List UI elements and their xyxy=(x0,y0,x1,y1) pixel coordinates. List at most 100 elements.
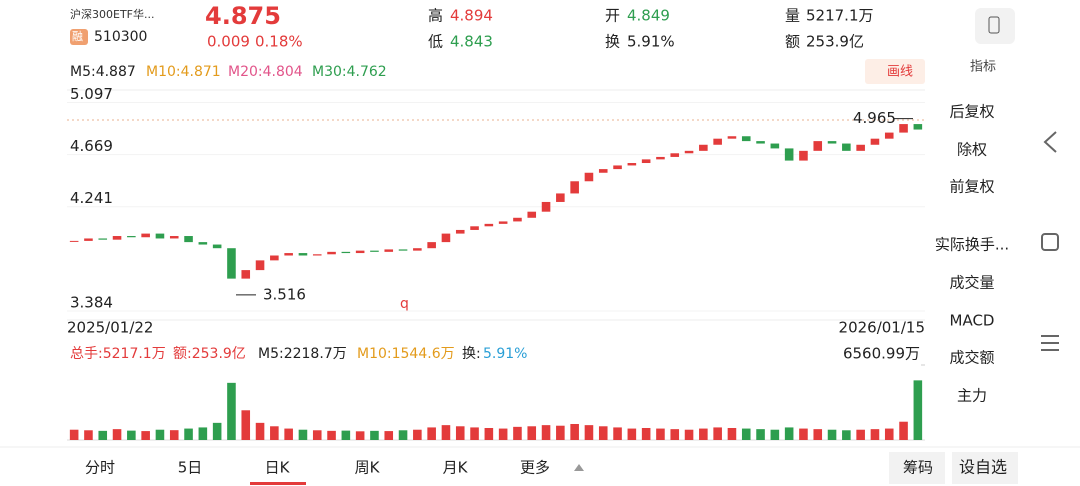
candle xyxy=(98,238,108,240)
candle xyxy=(627,163,637,166)
phone-icon xyxy=(988,16,1000,34)
volume-bar xyxy=(127,430,136,440)
volume-bar xyxy=(684,429,694,440)
amount: 253.9亿 xyxy=(806,33,864,51)
watch-label: 设自选 xyxy=(959,458,1007,477)
volume-bar xyxy=(699,428,708,440)
volume-bar xyxy=(556,425,565,440)
volume-bar xyxy=(427,427,436,440)
candle xyxy=(327,251,336,255)
x-tick-label: 2025/01/22 xyxy=(67,319,153,337)
tab[interactable]: 周K xyxy=(355,459,381,477)
side-menu-item[interactable]: 成交额 xyxy=(949,349,994,367)
side-menu-item[interactable]: 主力 xyxy=(957,387,987,405)
side-menu-item[interactable]: 后复权 xyxy=(949,103,994,121)
candle xyxy=(856,144,865,151)
candle xyxy=(913,124,923,130)
low-label: 低 xyxy=(428,33,443,51)
ma30: M30:4.762 xyxy=(312,64,387,80)
chip-button[interactable] xyxy=(889,452,945,484)
candle xyxy=(112,236,122,240)
volume-bar xyxy=(799,428,808,440)
y-tick-label: 6560.99万 xyxy=(843,345,920,363)
candle xyxy=(370,250,379,252)
candle xyxy=(727,136,737,139)
volume-bar xyxy=(327,430,336,440)
volume-bar xyxy=(641,427,651,440)
candle xyxy=(470,226,479,230)
tab[interactable]: 5日 xyxy=(178,459,203,477)
candle xyxy=(784,148,794,161)
volume: 5217.1万 xyxy=(806,7,874,25)
candle xyxy=(241,270,251,279)
volume-bar xyxy=(284,428,293,440)
indicator[interactable]: 指标 xyxy=(970,60,996,75)
tab-underline xyxy=(250,482,306,485)
candle xyxy=(198,242,208,245)
volume-bar xyxy=(355,431,365,440)
side-menu-item[interactable]: 前复权 xyxy=(949,178,994,196)
nav-back[interactable] xyxy=(1043,131,1057,153)
volume-bar xyxy=(884,428,894,440)
volume-bar xyxy=(627,428,637,440)
volume-bar xyxy=(141,431,150,440)
candle xyxy=(699,144,708,151)
candle xyxy=(641,159,651,164)
turnover: 5.91% xyxy=(627,33,675,51)
annotation: 3.516 xyxy=(263,285,306,303)
nav-menu[interactable] xyxy=(1041,335,1059,351)
candle xyxy=(427,242,436,249)
chip-label: 筹码 xyxy=(903,459,933,477)
volume-bar xyxy=(455,426,465,440)
volume-bar xyxy=(484,427,494,440)
badge-bg xyxy=(70,29,88,45)
volume-bar xyxy=(169,430,179,440)
tab[interactable]: 分时 xyxy=(85,459,115,477)
tab[interactable]: 更多 xyxy=(520,459,550,477)
candle xyxy=(312,254,322,256)
side-menu-item[interactable]: 成交量 xyxy=(949,274,994,292)
volume-bar xyxy=(598,426,608,440)
candle xyxy=(270,255,279,261)
candle xyxy=(341,251,351,254)
nav-home[interactable] xyxy=(1041,233,1059,251)
volume-bar xyxy=(541,425,551,440)
volume-bar xyxy=(613,427,622,440)
draw-button[interactable] xyxy=(865,59,925,84)
candle xyxy=(413,248,422,251)
volume-bar xyxy=(398,430,408,440)
stock-code: 510300 xyxy=(94,29,147,45)
tab[interactable]: 日K xyxy=(265,459,291,477)
high-label: 高 xyxy=(428,7,443,25)
side-menu-item[interactable]: 除权 xyxy=(957,141,987,159)
candle xyxy=(842,143,851,151)
volume-bar xyxy=(513,426,522,440)
side-menu-item[interactable]: MACD xyxy=(950,312,995,330)
volume-bar xyxy=(155,429,165,440)
tab[interactable]: 月K xyxy=(443,459,469,477)
side-menu-item[interactable]: 实际换手... xyxy=(935,236,1009,254)
landscape-button[interactable] xyxy=(975,8,1015,44)
candle xyxy=(741,136,751,142)
volume-bar xyxy=(370,430,379,440)
candle xyxy=(355,250,365,254)
watch-button[interactable] xyxy=(952,452,1018,484)
open-label: 开 xyxy=(605,7,620,25)
candle xyxy=(770,143,780,149)
open: 4.849 xyxy=(627,7,670,25)
y-tick-label: 5.097 xyxy=(70,85,113,103)
price: 4.875 xyxy=(205,2,281,30)
volume-bar xyxy=(255,422,265,440)
volume-bar xyxy=(312,430,322,440)
x-tick-label: 2026/01/15 xyxy=(839,319,925,337)
candle xyxy=(441,233,451,243)
candle xyxy=(556,193,565,202)
candle xyxy=(484,223,494,227)
vol-turnover-label: 换: xyxy=(462,345,481,362)
volume-bar xyxy=(913,380,923,440)
amount-label: 额 xyxy=(785,33,800,51)
candle xyxy=(84,238,93,241)
candle xyxy=(284,253,293,256)
ma5: M5:4.887 xyxy=(70,64,136,80)
volume-bar xyxy=(112,429,122,440)
